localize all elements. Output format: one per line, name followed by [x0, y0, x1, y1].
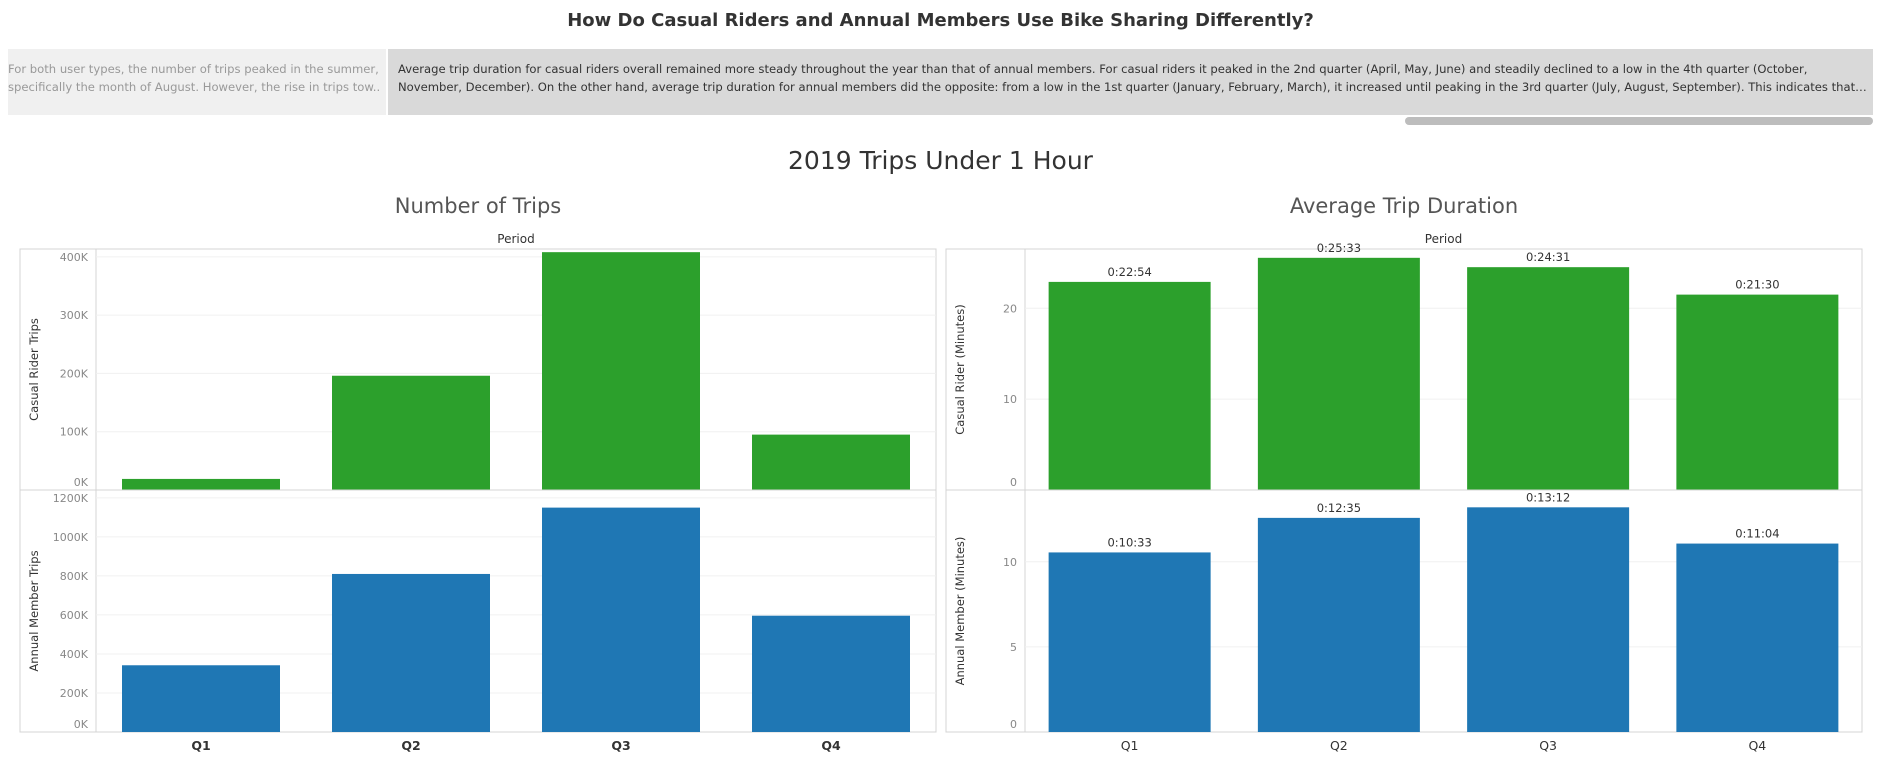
horizontal-scrollbar-thumb[interactable] [1405, 117, 1873, 125]
chart1-panel2-y-tick-label: 1000K [53, 531, 89, 544]
insight-text-left-body: For both user types, the number of trips… [8, 62, 381, 94]
chart2-panel2-data-label-q1: 0:10:33 [1107, 535, 1151, 549]
chart2-x-tick-label-q4: Q4 [1748, 738, 1766, 753]
chart1-x-tick-label-q3: Q3 [611, 738, 630, 753]
chart2-x-tick-label-q3: Q3 [1539, 738, 1557, 753]
chart2-panel2-y-tick-label: 0 [1010, 718, 1017, 731]
chart1-panel1-bar-q4 [752, 434, 910, 490]
chart2-x-tick-label-q2: Q2 [1330, 738, 1348, 753]
horizontal-scrollbar-track[interactable] [388, 116, 1873, 126]
chart2-panel2-y-tick-label: 10 [1003, 556, 1017, 569]
chart2-panel1-bar-q3 [1467, 267, 1630, 490]
insight-text-right-body: Average trip duration for casual riders … [398, 62, 1856, 94]
chart1-panel2-bar-q3 [542, 507, 700, 732]
chart1-panel2-bar-q4 [752, 615, 910, 732]
chart1-x-tick-label-q4: Q4 [821, 738, 841, 753]
chart2-panel1-bar-q2 [1257, 257, 1420, 490]
chart2-panel2-bar-q4 [1676, 543, 1839, 732]
chart1-panel1-y-tick-label: 300K [60, 309, 89, 322]
chart2-panel1-y-tick-label: 20 [1003, 302, 1017, 315]
chart1-panel2-y-tick-label: 0K [74, 718, 89, 731]
chart2-panel2-y-axis-title: Annual Member (Minutes) [953, 537, 967, 686]
chart1-panel2-y-tick-label: 200K [60, 687, 89, 700]
chart1-panel2-y-tick-label: 1200K [53, 492, 89, 505]
chart1-panel2-y-tick-label: 400K [60, 648, 89, 661]
chart1-panel2-y-tick-label: 600K [60, 609, 89, 622]
chart1-panel1-y-tick-label: 400K [60, 251, 89, 264]
chart2-panel2-bar-q2 [1257, 517, 1420, 732]
chart1-panel1-bar-q2 [332, 375, 490, 490]
chart1-x-tick-label-q2: Q2 [401, 738, 420, 753]
chart2-panel1-y-tick-label: 0 [1010, 476, 1017, 489]
chart2-panel1-y-tick-label: 10 [1003, 393, 1017, 406]
chart2-x-tick-label-q1: Q1 [1121, 738, 1139, 753]
chart1-panel1-y-tick-label: 0K [74, 476, 89, 489]
chart-title-trips: Number of Trips [394, 194, 562, 218]
chart1-panel1-bar-q3 [542, 252, 700, 490]
chart2-panel2-data-label-q4: 0:11:04 [1735, 527, 1779, 541]
chart1-panel2-bar-q2 [332, 573, 490, 732]
chart2-panel1-bar-q4 [1676, 294, 1839, 490]
chart1-panel1-y-tick-label: 200K [60, 367, 89, 380]
chart2-panel1-bar-q1 [1048, 281, 1211, 490]
chart2-panel1-data-label-q2: 0:25:33 [1317, 241, 1361, 255]
chart1-panel2-y-tick-label: 800K [60, 570, 89, 583]
period-header-duration: Period [1424, 232, 1463, 246]
chart2-panel2-data-label-q2: 0:12:35 [1317, 501, 1361, 515]
period-header-trips: Period [497, 232, 535, 246]
chart1-panel1-y-axis-title: Casual Rider Trips [27, 318, 41, 421]
chart1-x-tick-label-q1: Q1 [191, 738, 210, 753]
chart1-panel1-y-tick-label: 100K [60, 426, 89, 439]
chart2-panel1-data-label-q1: 0:22:54 [1107, 265, 1151, 279]
chart-title-duration: Average Trip Duration [1289, 194, 1519, 218]
dashboard-title: How Do Casual Riders and Annual Members … [567, 10, 1314, 31]
chart2-panel1-y-axis-title: Casual Rider (Minutes) [953, 304, 967, 434]
insight-text-left[interactable]: For both user types, the number of trips… [8, 49, 386, 115]
chart2-panel2-bar-q3 [1467, 507, 1630, 732]
main-title: 2019 Trips Under 1 Hour [788, 146, 1093, 175]
chart2-panel2-bar-q1 [1048, 552, 1211, 732]
chart1-panel1-bar-q1 [122, 478, 280, 490]
insight-text-right[interactable]: Average trip duration for casual riders … [388, 49, 1873, 115]
chart2-panel1-data-label-q3: 0:24:31 [1526, 250, 1570, 264]
chart2-panel2-y-tick-label: 5 [1010, 641, 1017, 654]
chart2-panel1-data-label-q4: 0:21:30 [1735, 278, 1779, 292]
chart1-panel2-bar-q1 [122, 665, 280, 732]
chart2-panel2-data-label-q3: 0:13:12 [1526, 490, 1570, 504]
chart1-panel2-y-axis-title: Annual Member Trips [27, 550, 41, 671]
